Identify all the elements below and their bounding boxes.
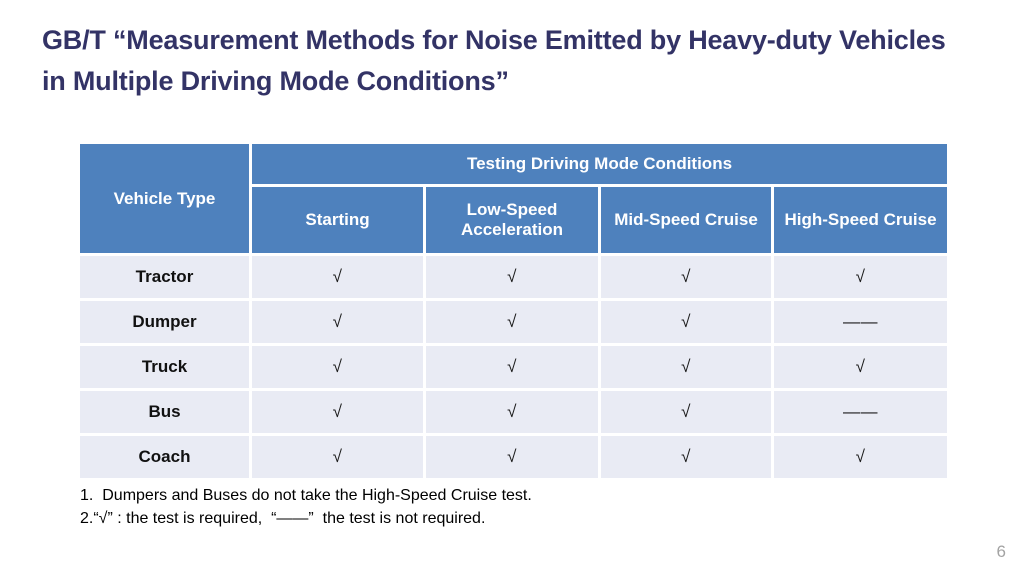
value-cell: √ bbox=[598, 343, 774, 391]
value-cell: √ bbox=[771, 343, 950, 391]
footnotes: 1. Dumpers and Buses do not take the Hig… bbox=[80, 486, 532, 532]
slide-title: GB/T “Measurement Methods for Noise Emit… bbox=[42, 25, 946, 96]
value-cell: √ bbox=[423, 343, 601, 391]
header-cell-group: Testing Driving Mode Conditions bbox=[249, 141, 950, 187]
value-cell: √ bbox=[598, 433, 774, 481]
value-cell: √ bbox=[771, 253, 950, 301]
value-cell: √ bbox=[249, 433, 426, 481]
value-cell: √ bbox=[423, 253, 601, 301]
header-cell-starting: Starting bbox=[249, 184, 426, 256]
table-container: Vehicle Type Testing Driving Mode Condit… bbox=[77, 141, 950, 481]
value-cell: √ bbox=[249, 253, 426, 301]
value-cell: √ bbox=[598, 298, 774, 346]
page-number: 6 bbox=[996, 542, 1006, 561]
value-cell: —— bbox=[771, 298, 950, 346]
row-header: Bus bbox=[77, 388, 252, 436]
value-cell: √ bbox=[423, 433, 601, 481]
table-header-row-group: Vehicle Type Testing Driving Mode Condit… bbox=[77, 141, 950, 256]
header-cell-vehicle-type: Vehicle Type bbox=[77, 141, 252, 256]
testing-conditions-table: Vehicle Type Testing Driving Mode Condit… bbox=[77, 141, 950, 481]
value-cell: √ bbox=[771, 433, 950, 481]
header-cell-high-speed-cruise: High-Speed Cruise bbox=[771, 184, 950, 256]
table-row-bus: Bus √ √ √ —— bbox=[77, 388, 950, 436]
footnote-2: 2.“√” : the test is required, “——” the t… bbox=[80, 510, 486, 527]
value-cell: √ bbox=[423, 298, 601, 346]
row-header: Tractor bbox=[77, 253, 252, 301]
value-cell: √ bbox=[598, 388, 774, 436]
value-cell: √ bbox=[423, 388, 601, 436]
value-cell: √ bbox=[249, 298, 426, 346]
row-header: Coach bbox=[77, 433, 252, 481]
header-cell-mid-speed-cruise: Mid-Speed Cruise bbox=[598, 184, 774, 256]
value-cell: √ bbox=[249, 388, 426, 436]
value-cell: √ bbox=[249, 343, 426, 391]
footnote-1: 1. Dumpers and Buses do not take the Hig… bbox=[80, 487, 532, 504]
row-header: Truck bbox=[77, 343, 252, 391]
header-cell-low-speed-acceleration: Low-Speed Acceleration bbox=[423, 184, 601, 256]
row-header: Dumper bbox=[77, 298, 252, 346]
table-row-truck: Truck √ √ √ √ bbox=[77, 343, 950, 391]
value-cell: √ bbox=[598, 253, 774, 301]
table-row-coach: Coach √ √ √ √ bbox=[77, 433, 950, 481]
table-row-tractor: Tractor √ √ √ √ bbox=[77, 253, 950, 301]
table-row-dumper: Dumper √ √ √ —— bbox=[77, 298, 950, 346]
table-header-row-sub: Starting Low-Speed Acceleration Mid-Spee… bbox=[79, 184, 950, 256]
value-cell: —— bbox=[771, 388, 950, 436]
